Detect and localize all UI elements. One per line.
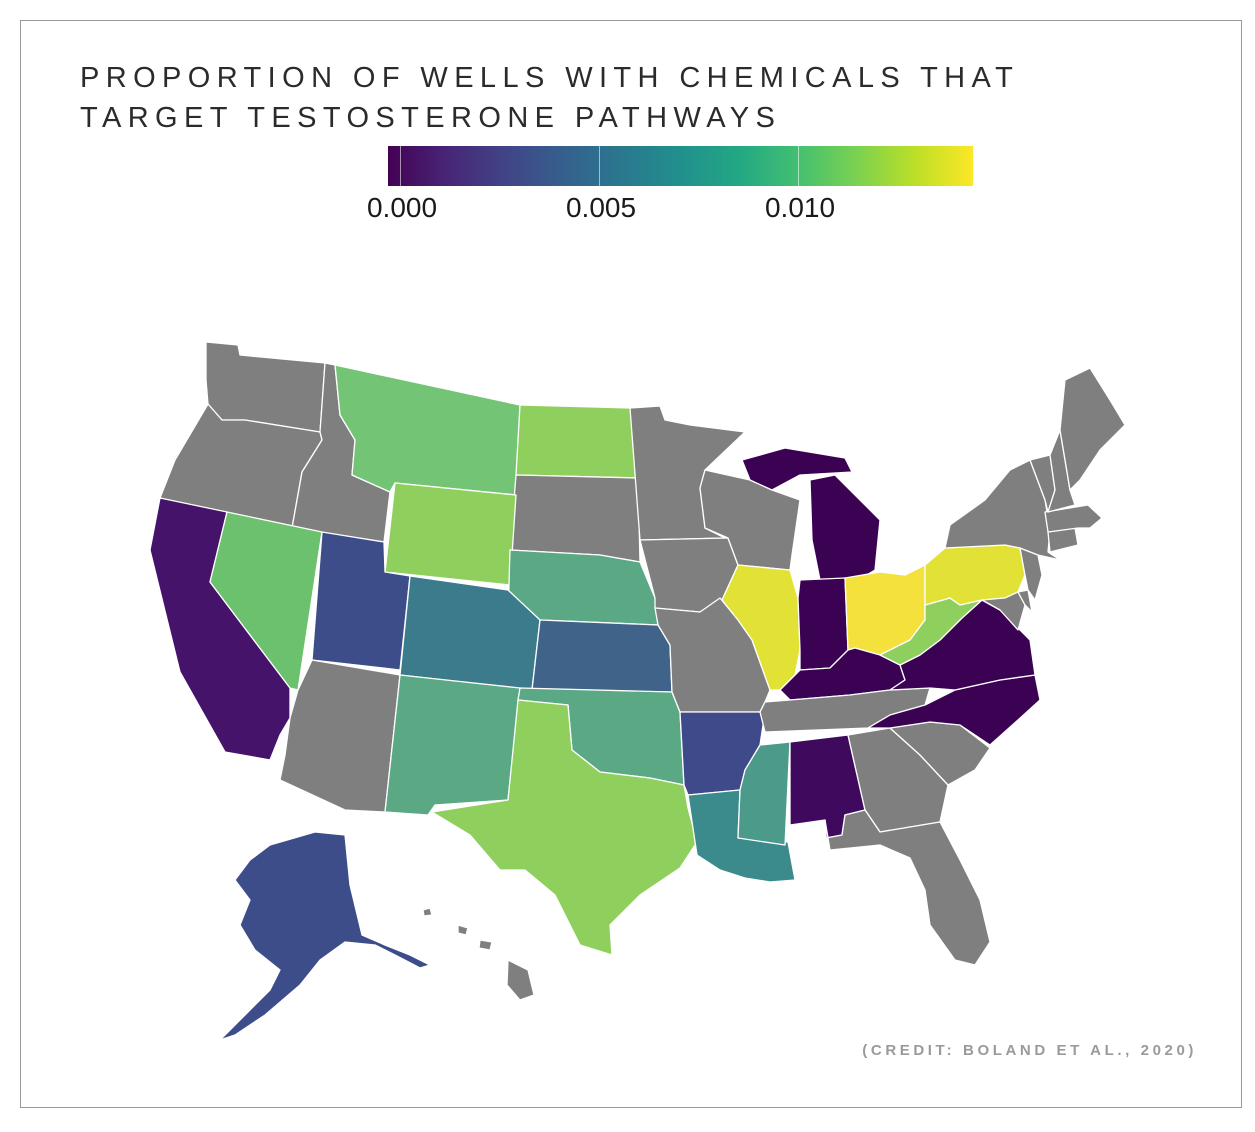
state-NM [384, 674, 521, 816]
state-HI [422, 907, 535, 1001]
state-MI [741, 447, 881, 586]
state-ND [515, 404, 639, 479]
state-NV [209, 511, 323, 691]
state-IN [797, 577, 849, 671]
legend-colorbar [388, 146, 973, 186]
state-KS [531, 619, 673, 693]
map-title-line-1: PROPORTION OF WELLS WITH CHEMICALS THAT [80, 62, 1020, 94]
legend-tick-mark [798, 146, 799, 186]
map-title: PROPORTION OF WELLS WITH CHEMICALS THAT … [80, 58, 1019, 138]
legend-tick-label: 0.000 [366, 192, 438, 223]
map-title-line-2: TARGET TESTOSTERONE PATHWAYS [80, 102, 782, 134]
state-MT [334, 364, 521, 496]
state-ME [1059, 367, 1126, 491]
legend-tick-label: 0.005 [565, 192, 637, 223]
state-SD [509, 474, 641, 563]
state-WA [205, 341, 326, 433]
state-FL [824, 809, 991, 966]
image-credit: (CREDIT: BOLAND ET AL., 2020) [862, 1042, 1197, 1059]
legend-tick-mark [599, 146, 600, 186]
state-TX [431, 699, 698, 956]
state-WY [384, 482, 517, 586]
state-MA [1044, 504, 1103, 533]
legend-tick-mark [400, 146, 401, 186]
legend-tick-label: 0.010 [764, 192, 836, 223]
state-DE [1017, 589, 1033, 613]
state-AK [219, 831, 431, 1041]
color-legend: 0.000 0.005 0.010 [367, 140, 1000, 240]
